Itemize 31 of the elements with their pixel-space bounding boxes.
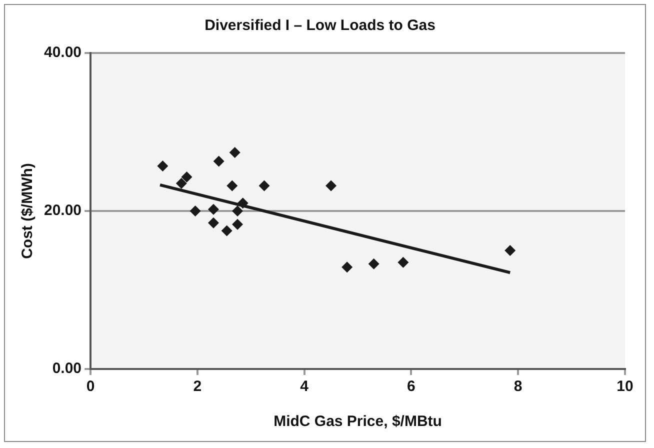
x-tick-label: 8 [514, 378, 522, 396]
point [176, 178, 187, 189]
y-tick-label: 0.00 [52, 360, 82, 378]
x-tick-label: 10 [616, 378, 634, 396]
point [229, 147, 240, 158]
point [232, 218, 244, 230]
point [368, 258, 380, 270]
point [237, 198, 248, 209]
point [226, 180, 238, 192]
x-tick-label: 2 [193, 378, 202, 396]
point [221, 225, 232, 236]
point [326, 180, 337, 192]
point [213, 156, 224, 167]
x-tick-label: 4 [300, 378, 310, 396]
y-tick-label: 40.00 [44, 44, 82, 62]
x-tick-label: 6 [407, 378, 416, 396]
y-axis-title: Cost ($/MWh) [19, 163, 36, 259]
point [232, 206, 244, 216]
point [258, 180, 270, 192]
chart-title: Diversified I – Low Loads to Gas [204, 17, 436, 34]
point [208, 204, 219, 215]
y-tick-label: 20.00 [44, 202, 82, 220]
point [504, 245, 516, 256]
point [398, 256, 409, 268]
x-axis-title: MidC Gas Price, $/MBtu [274, 413, 442, 430]
point [342, 262, 353, 273]
point [190, 206, 201, 216]
point [181, 172, 192, 183]
point [157, 160, 168, 172]
point [208, 217, 219, 228]
x-tick-label: 0 [86, 378, 95, 396]
